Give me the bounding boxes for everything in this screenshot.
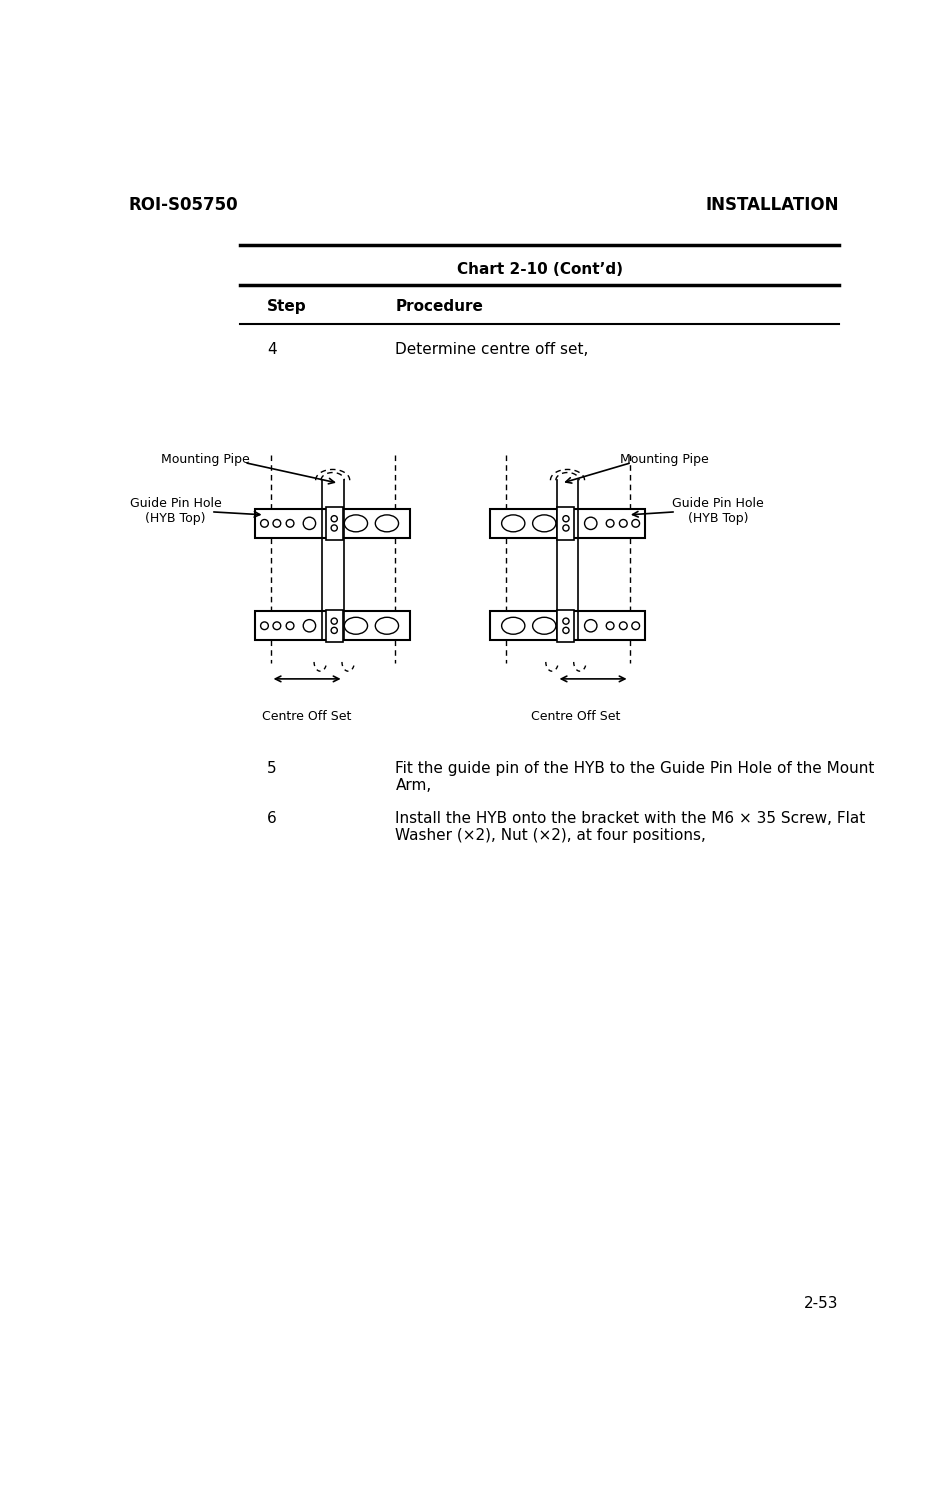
Circle shape [303,620,315,632]
Ellipse shape [532,515,556,532]
Circle shape [563,627,569,633]
Bar [326,609,343,642]
Circle shape [331,526,337,532]
Text: 4: 4 [267,342,277,357]
Circle shape [606,520,614,527]
Text: Fit the guide pin of the HYB to the Guide Pin Hole of the Mount
Arm,: Fit the guide pin of the HYB to the Guid… [396,760,875,793]
Circle shape [331,627,337,633]
Circle shape [632,623,640,630]
Bar [557,508,575,539]
Bar [490,509,645,537]
Ellipse shape [345,617,367,635]
Bar [557,609,575,642]
Circle shape [632,520,640,527]
Circle shape [606,623,614,630]
Circle shape [273,623,280,630]
Ellipse shape [376,617,398,635]
Text: Procedure: Procedure [396,299,483,314]
Ellipse shape [501,617,525,635]
Circle shape [331,618,337,624]
Circle shape [303,517,315,530]
Ellipse shape [345,515,367,532]
Circle shape [261,520,268,527]
Circle shape [286,623,294,630]
Text: Centre Off Set: Centre Off Set [531,711,620,724]
Text: 2-53: 2-53 [804,1296,839,1311]
Circle shape [584,620,597,632]
Circle shape [584,517,597,530]
Bar [255,509,411,537]
Text: Step: Step [267,299,307,314]
Text: Install the HYB onto the bracket with the M6 × 35 Screw, Flat
Washer (×2), Nut (: Install the HYB onto the bracket with th… [396,811,866,844]
Text: INSTALLATION: INSTALLATION [705,196,839,213]
Circle shape [286,520,294,527]
Text: Mounting Pipe: Mounting Pipe [620,454,709,466]
Text: 6: 6 [267,811,277,826]
Text: Guide Pin Hole
(HYB Top): Guide Pin Hole (HYB Top) [129,497,222,526]
Text: Determine centre off set,: Determine centre off set, [396,342,589,357]
Circle shape [331,515,337,523]
Text: Centre Off Set: Centre Off Set [261,711,351,724]
Text: ROI-S05750: ROI-S05750 [128,196,239,213]
Ellipse shape [532,617,556,635]
Bar [490,611,645,640]
Circle shape [563,618,569,624]
Circle shape [619,623,627,630]
Circle shape [619,520,627,527]
Text: Mounting Pipe: Mounting Pipe [161,454,250,466]
Circle shape [261,623,268,630]
Circle shape [563,515,569,523]
Text: Chart 2-10 (Cont’d): Chart 2-10 (Cont’d) [457,261,623,276]
Bar [326,508,343,539]
Ellipse shape [501,515,525,532]
Circle shape [563,526,569,532]
Circle shape [273,520,280,527]
Bar [255,611,411,640]
Text: Guide Pin Hole
(HYB Top): Guide Pin Hole (HYB Top) [672,497,764,526]
Ellipse shape [376,515,398,532]
Text: 5: 5 [267,760,277,775]
